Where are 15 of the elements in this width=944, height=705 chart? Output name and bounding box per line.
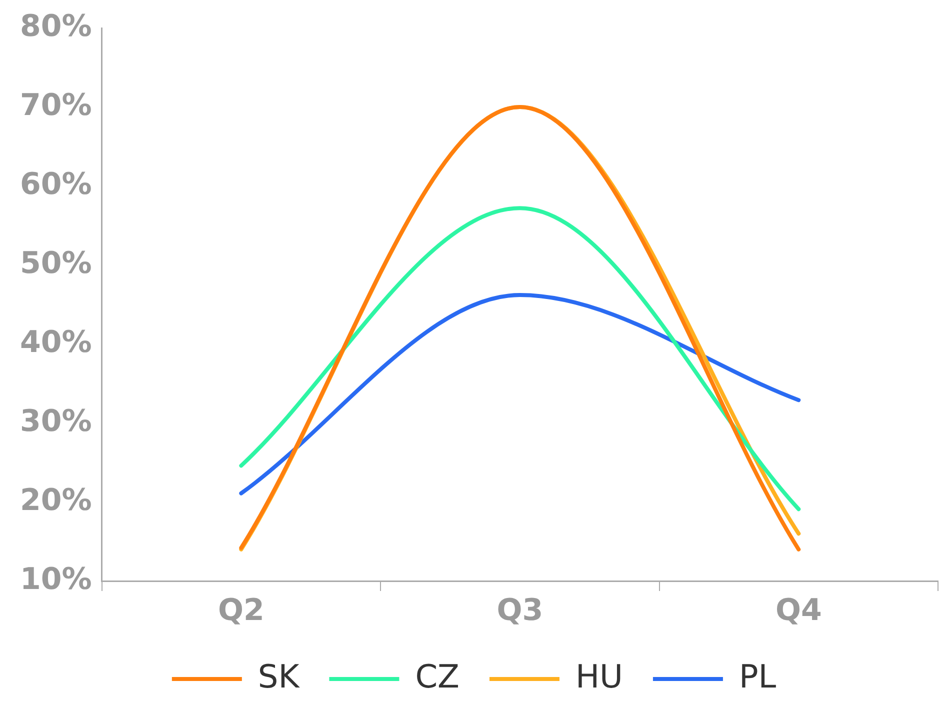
legend-label: PL — [738, 657, 776, 696]
x-tick-label: Q4 — [775, 592, 822, 628]
y-tick-label: 40% — [20, 324, 92, 360]
y-tick-label: 50% — [20, 246, 92, 281]
y-tick-label: 20% — [20, 482, 92, 518]
y-tick-label: 70% — [20, 88, 92, 123]
legend-label: SK — [258, 657, 300, 696]
y-tick-label: 60% — [20, 166, 92, 202]
legend-label: HU — [575, 657, 623, 696]
y-tick-label: 80% — [20, 8, 92, 44]
x-tick-label: Q3 — [496, 592, 544, 628]
legend-label: CZ — [415, 657, 460, 696]
y-tick-label: 30% — [20, 404, 92, 439]
x-tick-label: Q2 — [218, 592, 264, 628]
y-tick-label: 10% — [20, 562, 92, 597]
